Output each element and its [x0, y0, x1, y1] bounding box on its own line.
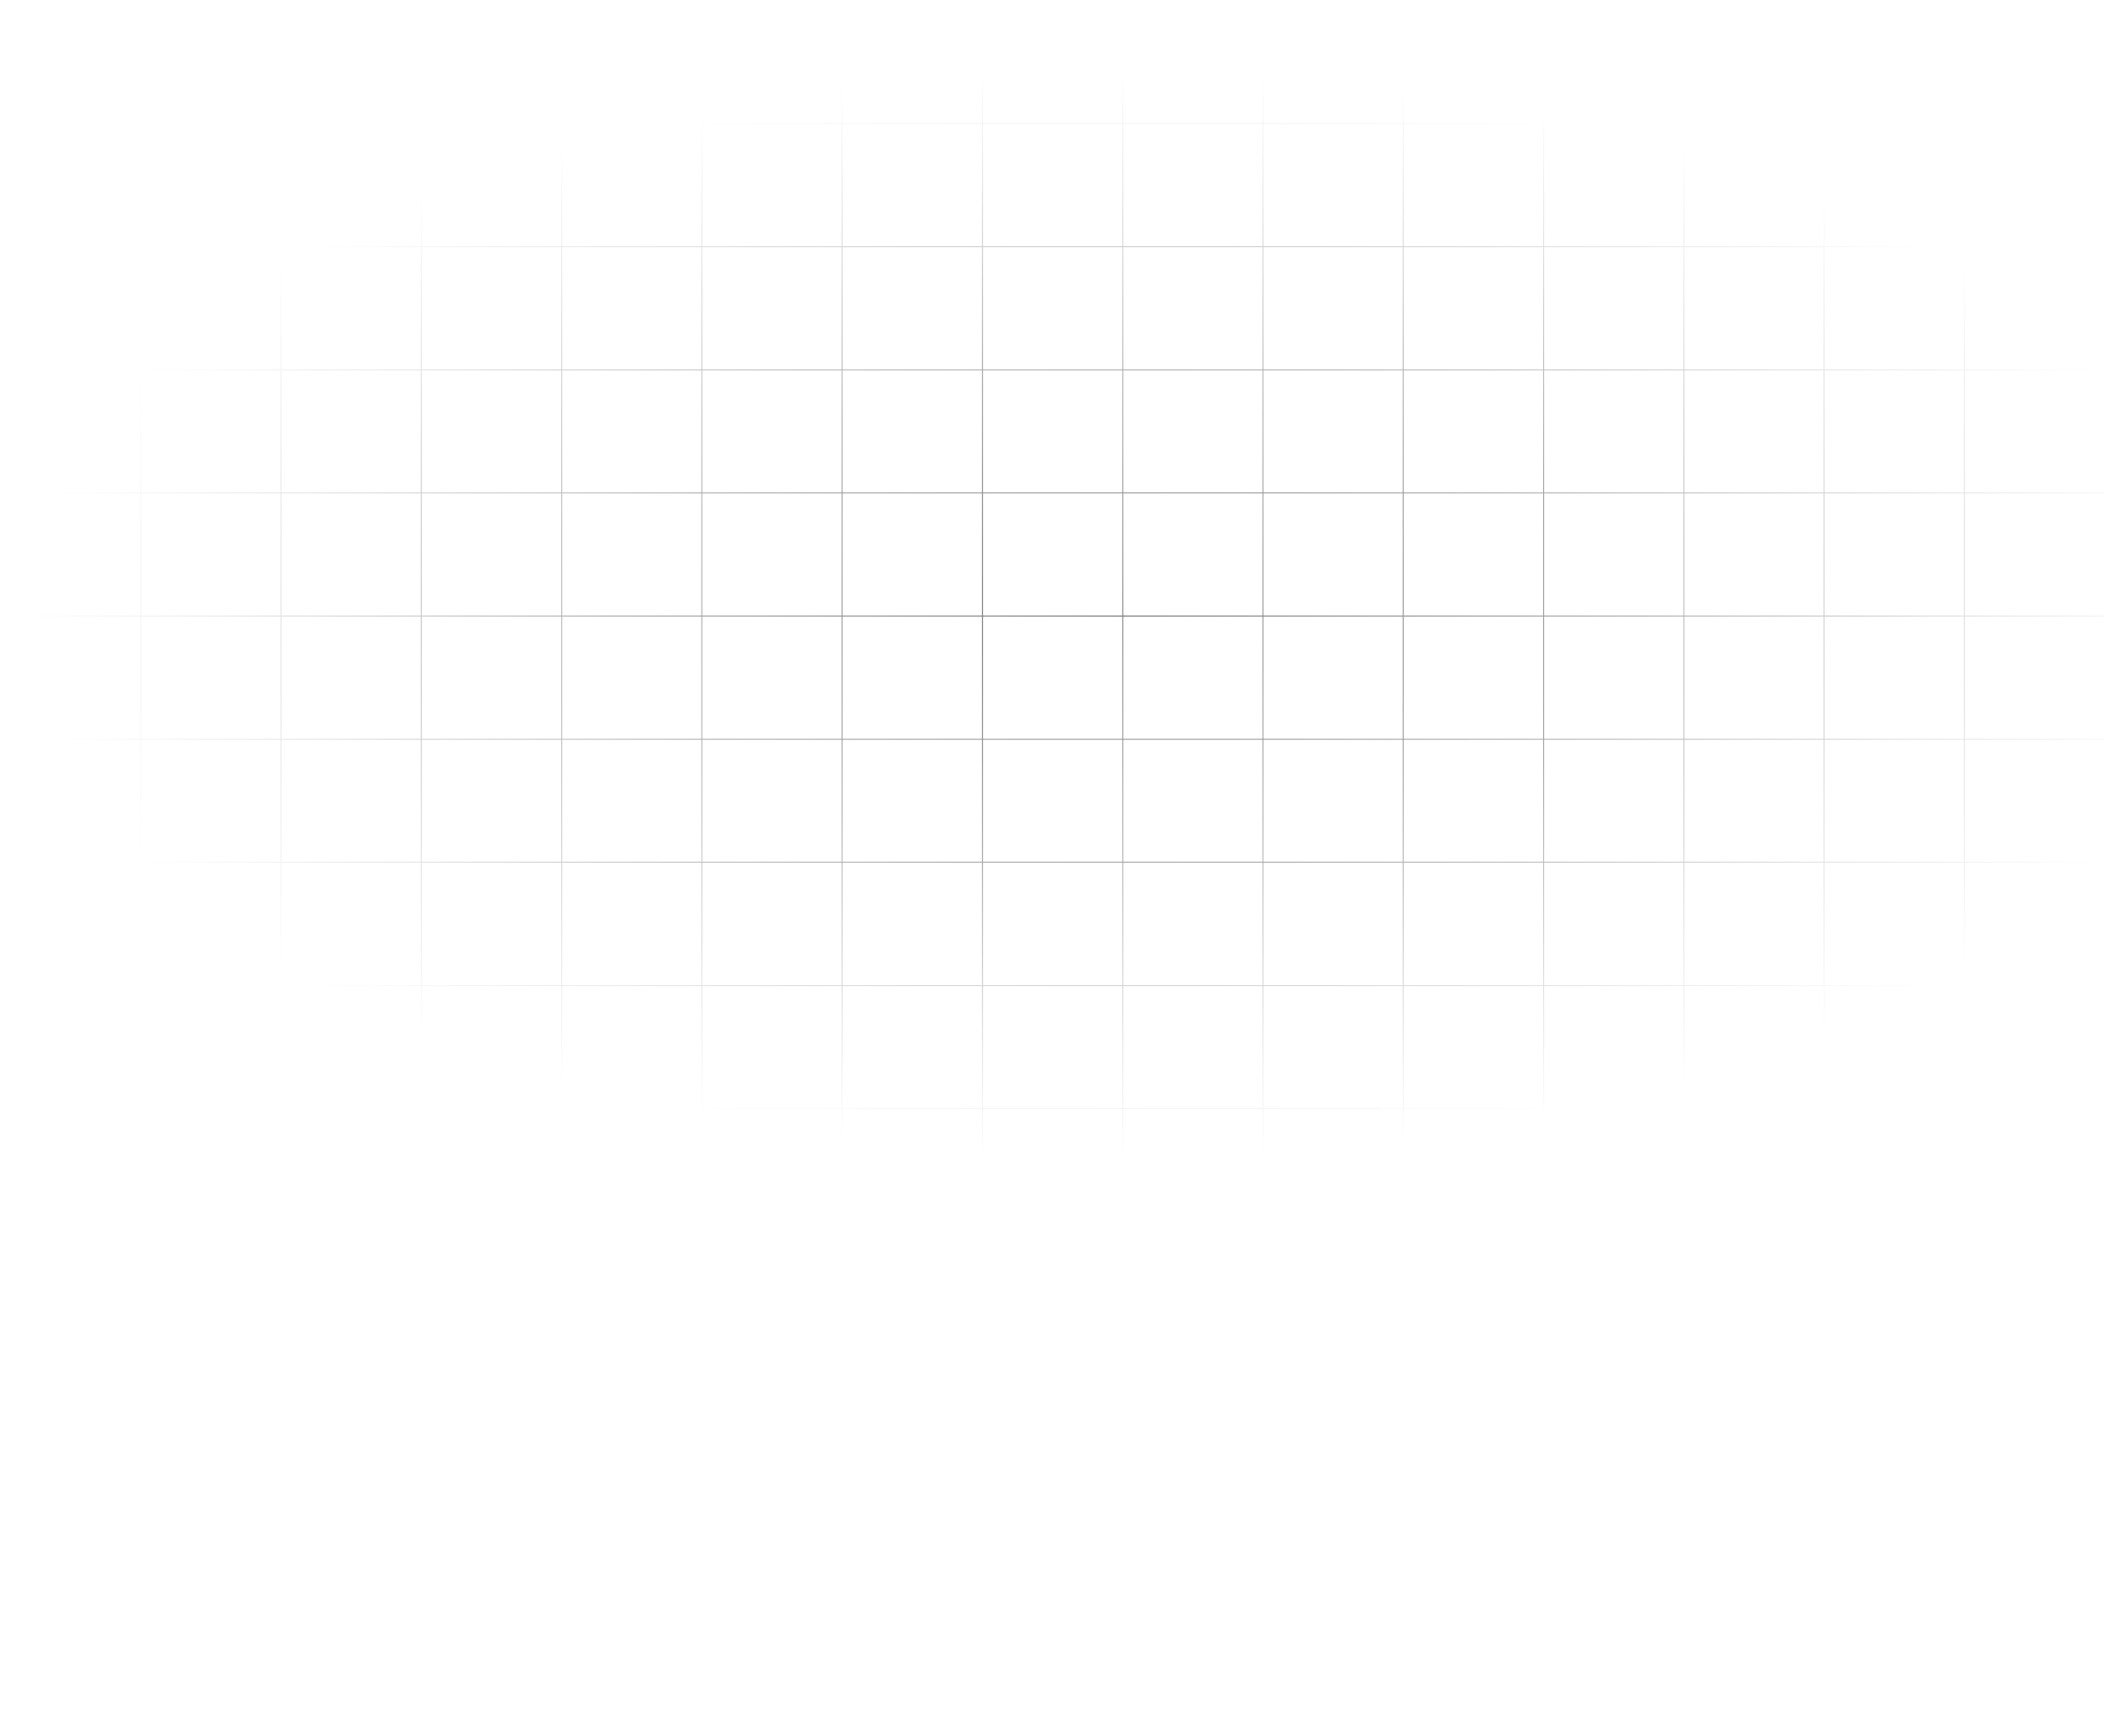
grid-background [0, 0, 2104, 1736]
page-body: (() => { const data = JSON.parse(documen… [0, 0, 2104, 1736]
page: Grid background {} html, body { margin: … [0, 0, 2104, 1736]
grid-lines [0, 0, 2104, 1736]
